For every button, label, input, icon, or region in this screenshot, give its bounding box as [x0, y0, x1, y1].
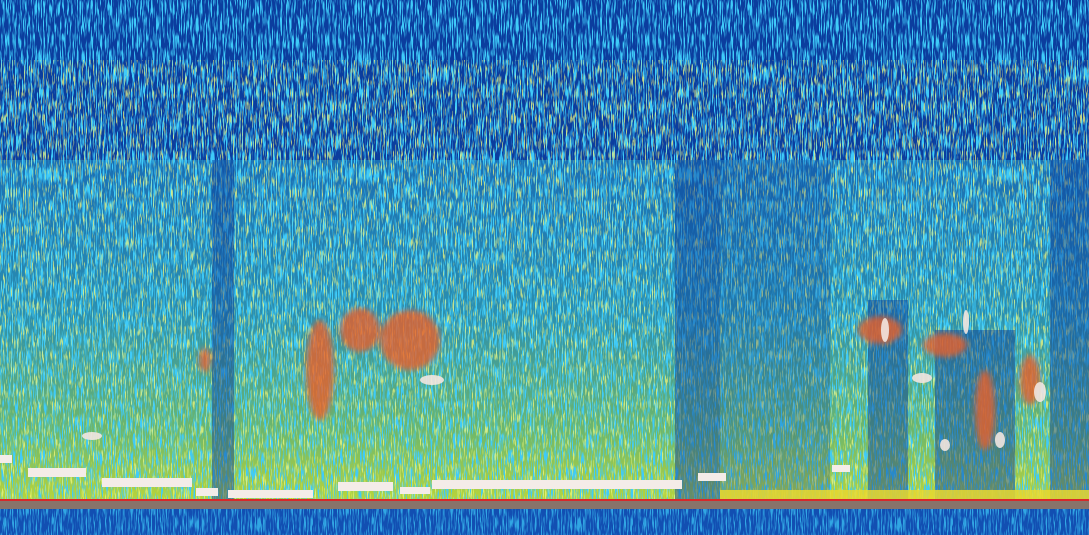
echo — [881, 318, 889, 342]
bottom-yellow — [720, 490, 1089, 500]
echo — [940, 439, 950, 451]
echo — [963, 310, 969, 334]
echo — [306, 320, 334, 420]
echo — [199, 348, 211, 372]
bottom-line — [0, 499, 1089, 501]
dark-column — [1050, 160, 1089, 500]
echo — [975, 370, 995, 450]
dark-column — [935, 330, 1015, 500]
dark-column — [720, 160, 830, 500]
bottom-echo — [432, 480, 682, 489]
bottom-echo — [400, 487, 430, 494]
noise-yellow — [0, 60, 1089, 500]
dark-column — [675, 160, 720, 500]
echo — [420, 375, 444, 385]
bottom-echo — [698, 473, 726, 481]
bottom-echo — [228, 490, 313, 498]
bottom-echo — [832, 465, 850, 472]
bottom-echoes — [0, 455, 850, 498]
echo — [82, 432, 102, 440]
echo — [912, 373, 932, 383]
bottom-echo — [338, 482, 393, 491]
echo — [995, 432, 1005, 448]
echo — [340, 308, 380, 352]
dark-column — [212, 160, 234, 500]
bottom-echo — [28, 468, 86, 477]
echo — [858, 316, 902, 344]
bottom-echo — [0, 455, 12, 463]
white-echoes — [82, 310, 1046, 451]
bottom-echo — [196, 488, 218, 496]
echo — [380, 310, 440, 370]
sub-bottom-noise — [0, 509, 1089, 535]
bottom-echo — [102, 478, 192, 487]
dark-columns — [212, 160, 1089, 500]
echo — [1034, 382, 1046, 402]
bottom-glow — [0, 501, 1089, 509]
echo — [923, 333, 967, 357]
